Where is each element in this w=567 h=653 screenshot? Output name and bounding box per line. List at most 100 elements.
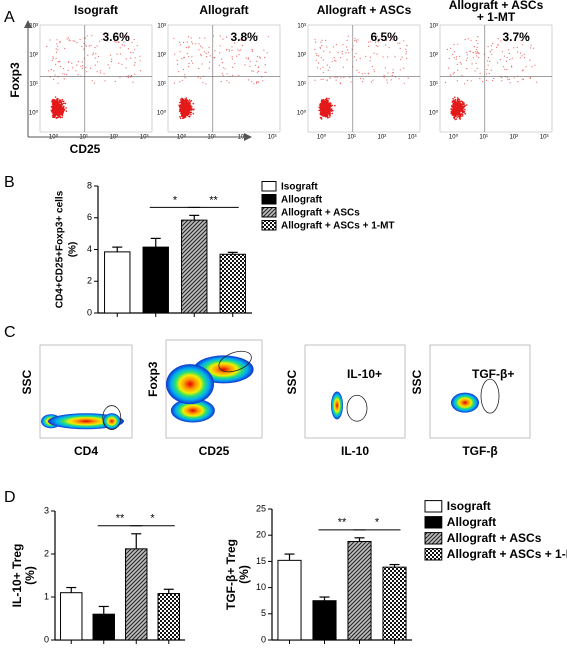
event-dot xyxy=(473,46,476,48)
event-dot xyxy=(506,60,508,63)
event-dot xyxy=(184,74,186,76)
event-dot xyxy=(185,113,187,115)
event-dot xyxy=(373,69,375,71)
event-dot xyxy=(188,66,190,68)
event-dot xyxy=(506,38,508,40)
y-tick-label: 10² xyxy=(29,53,38,59)
event-dot xyxy=(464,112,467,115)
y-axis-label: Foxp3 xyxy=(146,361,160,397)
event-dot xyxy=(403,82,405,84)
event-dot xyxy=(257,35,259,37)
event-dot xyxy=(109,67,111,69)
event-dot xyxy=(320,57,322,59)
event-dot xyxy=(107,64,109,66)
event-dot xyxy=(501,80,503,82)
event-dot xyxy=(356,41,358,43)
event-dot xyxy=(328,116,331,118)
event-dot xyxy=(394,40,396,42)
event-dot xyxy=(61,100,63,103)
plot-title: Isograft xyxy=(74,3,118,17)
event-dot xyxy=(251,81,253,83)
event-dot xyxy=(267,36,269,38)
event-dot xyxy=(388,47,390,49)
event-dot xyxy=(471,63,473,65)
event-dot xyxy=(206,56,208,58)
event-dot xyxy=(461,111,464,113)
event-dot xyxy=(386,79,388,81)
event-dot xyxy=(327,69,329,71)
event-dot xyxy=(104,35,106,37)
event-dot xyxy=(109,54,112,56)
event-dot xyxy=(337,52,339,54)
event-dot xyxy=(467,38,469,40)
y-axis-label: (%) xyxy=(68,242,79,258)
y-axis-label: TGF-β+ Treg xyxy=(224,539,238,610)
event-dot xyxy=(190,99,193,102)
event-dot xyxy=(328,104,330,107)
event-dot xyxy=(316,67,319,69)
y-tick-label: 10² xyxy=(297,53,306,59)
event-dot xyxy=(324,111,327,113)
event-dot xyxy=(178,104,180,106)
event-dot xyxy=(377,40,379,42)
event-dot xyxy=(67,61,70,63)
event-dot xyxy=(231,49,233,52)
event-dot xyxy=(324,104,326,107)
event-dot xyxy=(79,39,81,41)
event-dot xyxy=(56,98,58,101)
event-dot xyxy=(83,42,85,44)
event-dot xyxy=(249,60,251,62)
bar xyxy=(92,613,115,641)
event-dot xyxy=(184,107,186,109)
event-dot xyxy=(384,44,387,46)
event-dot xyxy=(325,98,328,100)
y-axis-label: SSC xyxy=(285,370,299,395)
event-dot xyxy=(186,106,188,109)
y-tick-label: 25 xyxy=(256,503,266,513)
event-dot xyxy=(326,106,328,109)
event-dot xyxy=(189,107,192,110)
y-tick-label: 0 xyxy=(44,634,49,644)
event-dot xyxy=(487,57,490,59)
significance-label: ** xyxy=(338,517,347,529)
flow-plot xyxy=(307,24,421,133)
event-dot xyxy=(376,53,378,55)
event-dot xyxy=(324,113,327,115)
event-dot xyxy=(58,101,60,103)
event-dot xyxy=(118,41,120,44)
event-dot xyxy=(179,44,182,46)
event-dot xyxy=(466,79,469,81)
event-dot xyxy=(354,40,356,42)
event-dot xyxy=(322,66,324,68)
event-dot xyxy=(75,70,77,72)
event-dot xyxy=(60,109,62,112)
event-dot xyxy=(318,109,321,112)
event-dot xyxy=(460,63,462,65)
event-dot xyxy=(52,57,54,59)
event-dot xyxy=(322,105,325,108)
bar xyxy=(181,219,208,314)
event-dot xyxy=(222,67,224,69)
event-dot xyxy=(456,80,458,82)
event-dot xyxy=(256,60,258,63)
event-dot xyxy=(454,108,457,111)
event-dot xyxy=(111,58,113,60)
y-tick-label: 10¹ xyxy=(297,81,306,87)
event-dot xyxy=(61,114,64,117)
event-dot xyxy=(326,113,328,116)
event-dot xyxy=(188,45,190,47)
event-dot xyxy=(403,67,405,69)
event-dot xyxy=(520,40,522,42)
event-dot xyxy=(244,39,247,42)
event-dot xyxy=(323,107,325,110)
event-dot xyxy=(237,49,239,51)
y-tick-label: 10⁰ xyxy=(429,109,439,116)
event-dot xyxy=(509,82,511,84)
event-dot xyxy=(192,102,195,105)
event-dot xyxy=(398,78,400,80)
event-dot xyxy=(247,37,249,39)
event-dot xyxy=(226,73,228,75)
event-dot xyxy=(55,104,57,106)
event-dot xyxy=(400,59,402,61)
event-dot xyxy=(181,99,183,101)
